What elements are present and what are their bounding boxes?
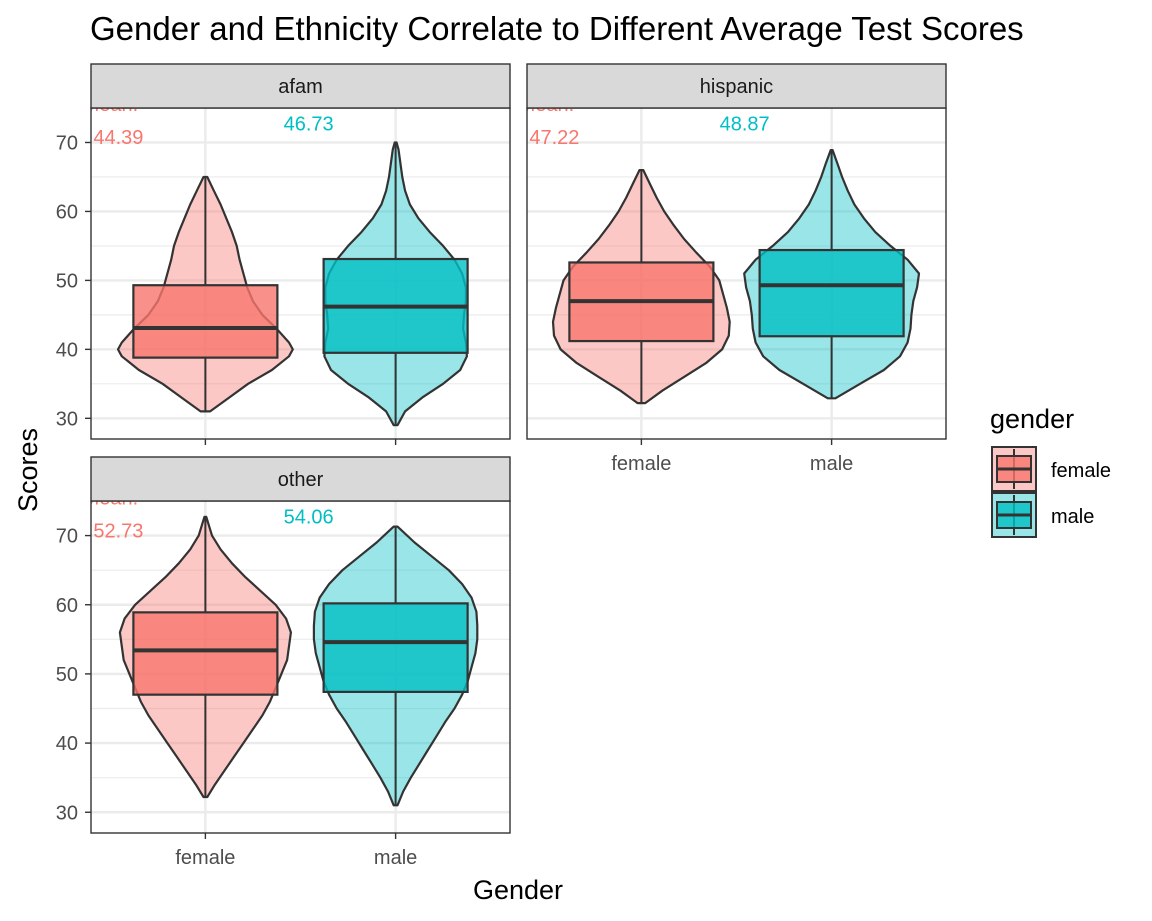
y-tick-label: 50 [56, 664, 78, 686]
strip-afam [90, 63, 511, 109]
x-axis-title: Gender [473, 875, 563, 905]
mean-value: 47.22 [529, 127, 579, 149]
y-axis-title: Scores [13, 428, 43, 512]
box-male [322, 602, 469, 693]
mean-value: 52.73 [93, 520, 143, 542]
y-tick-label: 40 [56, 339, 78, 361]
strip-label: other [278, 469, 324, 491]
legend-label: female [1051, 460, 1111, 482]
y-tick-label: 30 [56, 802, 78, 824]
mean-value: 54.06 [284, 506, 334, 528]
strip-label: afam [278, 76, 322, 98]
y-tick-label: 70 [56, 132, 78, 154]
legend-key-male [991, 492, 1037, 538]
y-tick-label: 40 [56, 733, 78, 755]
strip-label: hispanic [700, 76, 773, 98]
x-tick-label: male [810, 453, 853, 475]
x-tick-label: female [175, 847, 235, 869]
legend: gender female male [990, 404, 1111, 538]
mean-value: 44.39 [93, 127, 143, 149]
y-tick-label: 60 [56, 201, 78, 223]
x-tick-label: female [611, 453, 671, 475]
box-female [132, 284, 279, 359]
y-tick-label: 50 [56, 270, 78, 292]
strip-other [90, 456, 511, 502]
panels: Mean:44.39Mean:46.73afam3040506070Mean:4… [56, 63, 947, 869]
x-tick-label: male [374, 847, 417, 869]
box-male [758, 248, 905, 338]
y-tick-label: 60 [56, 595, 78, 617]
mean-value: 46.73 [284, 113, 334, 135]
mean-value: 48.87 [720, 113, 770, 135]
chart-title: Gender and Ethnicity Correlate to Differ… [90, 10, 1024, 47]
y-tick-label: 70 [56, 526, 78, 548]
y-tick-label: 30 [56, 408, 78, 430]
legend-title: gender [990, 404, 1074, 434]
panel-other: Mean:52.73Mean:54.06other3040506070femal… [56, 456, 511, 869]
legend-label: male [1051, 506, 1094, 528]
legend-key-female [991, 446, 1037, 492]
strip-hispanic [526, 63, 947, 109]
box-female [132, 611, 279, 696]
